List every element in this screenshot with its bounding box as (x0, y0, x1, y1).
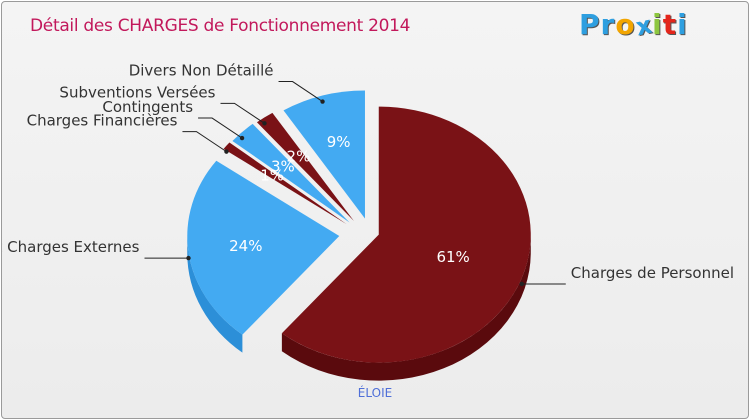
pie-slice[interactable] (281, 106, 531, 363)
pie-slice[interactable] (187, 160, 340, 335)
pie-slice-side (187, 236, 243, 353)
label-leader-line (220, 102, 265, 124)
logo-letter: o (615, 8, 636, 41)
pie-slice[interactable] (223, 142, 347, 225)
label-leader-line (182, 131, 227, 153)
pie-slice[interactable] (256, 112, 354, 221)
slice-category-label: Charges de Personnel (571, 264, 734, 282)
label-leader-line (198, 117, 243, 139)
slice-percent-label: 24% (229, 237, 262, 255)
pie-slice-side (281, 234, 531, 381)
slice-percent-label: 3% (271, 157, 295, 175)
pie-slice[interactable] (232, 123, 350, 223)
leader-arrow (320, 99, 325, 104)
slice-category-label: Divers Non Détaillé (129, 62, 274, 80)
leader-arrow (262, 121, 267, 126)
logo-letter: t (662, 8, 678, 41)
logo-letter: r (600, 8, 616, 41)
slice-percent-label: 9% (327, 133, 351, 151)
slice-percent-label: 2% (287, 148, 311, 166)
logo-letter: i (677, 8, 688, 41)
chart-title: Détail des CHARGES de Fonctionnement 201… (30, 16, 411, 36)
slice-category-label: Charges Financières (27, 112, 178, 130)
slice-category-label: Subventions Versées (59, 83, 215, 101)
proxiti-logo[interactable]: Proxiti (579, 8, 688, 41)
slice-percent-label: 1% (260, 166, 284, 184)
leader-arrow (239, 135, 245, 141)
label-leader-line (278, 81, 323, 102)
slice-category-label: Contingents (102, 98, 193, 116)
commune-name: ÉLOIE (357, 386, 393, 400)
logo-letter: i (652, 8, 663, 41)
slice-percent-label: 61% (436, 248, 469, 266)
logo-letter: P (579, 8, 601, 41)
leader-arrow (224, 149, 229, 154)
pie-slice[interactable] (283, 90, 365, 219)
leader-arrow (519, 281, 524, 287)
slice-category-label: Achats et Charges Externes (2, 238, 140, 256)
leader-arrow (186, 255, 191, 261)
